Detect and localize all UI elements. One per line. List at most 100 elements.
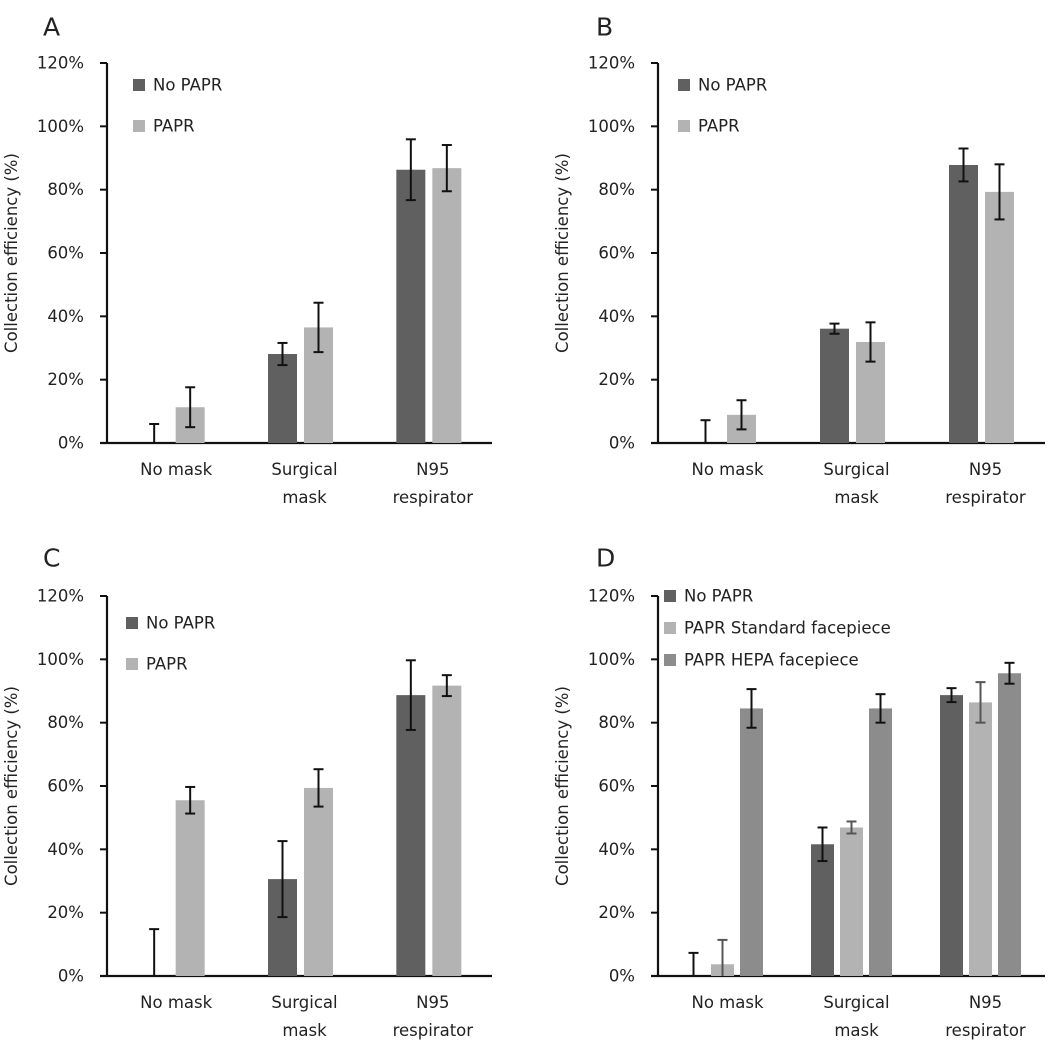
legend-label: PAPR HEPA facepiece [684, 651, 859, 670]
panel-letter: B [596, 13, 613, 42]
bar-no-papr-1 [820, 328, 849, 443]
x-category-label-line: N95 [416, 993, 449, 1012]
y-tick-label: 100% [588, 117, 635, 136]
bar-papr-hepa-facepiece-1 [869, 708, 892, 976]
bar-papr-hepa-facepiece-2 [998, 673, 1021, 976]
error-bar [441, 674, 452, 698]
x-category-label-line: respirator [945, 488, 1026, 507]
legend-label: PAPR Standard facepiece [684, 619, 891, 638]
bar-papr-standard-facepiece-1 [840, 827, 863, 976]
legend-swatch [133, 79, 145, 91]
x-category-label-line: Surgical [271, 460, 337, 479]
error-bar [946, 687, 957, 704]
y-axis-title: Collection efficiency (%) [2, 686, 21, 886]
y-tick-label: 0% [609, 434, 635, 453]
x-category-label-line: mask [834, 1021, 879, 1040]
legend-swatch [678, 120, 690, 132]
error-bar [958, 147, 969, 183]
y-axis-title: Collection efficiency (%) [553, 686, 572, 886]
x-category-label: No mask [691, 993, 763, 1012]
error-bar [846, 820, 857, 835]
error-bar [717, 938, 728, 976]
y-tick-label: 120% [588, 54, 635, 73]
legend-label: No PAPR [684, 587, 753, 606]
y-tick-label: 20% [47, 370, 84, 389]
x-category-label-line: Surgical [823, 460, 889, 479]
error-bar [405, 659, 416, 731]
y-tick-label: 120% [37, 587, 84, 606]
x-category-label: No mask [691, 460, 763, 479]
y-tick-label: 20% [598, 903, 635, 922]
legend-label: PAPR [153, 117, 195, 136]
y-tick-label: 80% [598, 180, 635, 199]
panel-a: A Collection efficiency (%) 0% 20% 40% 60% 80%… [2, 13, 492, 507]
legend-label: No PAPR [146, 614, 215, 633]
error-bar [149, 928, 160, 976]
legend-swatch [664, 590, 676, 602]
x-category-label-line: N95 [969, 460, 1002, 479]
error-bar [829, 322, 840, 335]
legend-swatch [678, 79, 690, 91]
x-category-label-line: No mask [691, 460, 763, 479]
x-category-label: Surgical mask [823, 993, 889, 1040]
x-category-label: No mask [140, 460, 212, 479]
x-category-label-line: N95 [969, 993, 1002, 1012]
x-category-label-line: respirator [393, 488, 474, 507]
legend-swatch [664, 654, 676, 666]
error-bar [1004, 661, 1015, 685]
panel-d: D Collection efficiency (%) 0% 20% 40% 60% 80%… [553, 544, 1045, 1040]
y-tick-label: 40% [47, 307, 84, 326]
bar-no-papr-2 [940, 695, 963, 976]
y-tick-label: 20% [598, 370, 635, 389]
x-category-label: N95 respirator [945, 993, 1026, 1040]
y-tick-label: 0% [58, 967, 84, 986]
y-tick-label: 40% [598, 840, 635, 859]
x-category-label-line: No mask [140, 993, 212, 1012]
bar-papr-hepa-facepiece-0 [740, 708, 763, 976]
error-bar [875, 693, 886, 724]
x-category-label: No mask [140, 993, 212, 1012]
bar-no-papr-1 [268, 354, 297, 443]
y-tick-label: 60% [598, 777, 635, 796]
y-tick-label: 80% [598, 713, 635, 732]
bar-no-papr-2 [396, 695, 426, 976]
error-bar [736, 399, 747, 431]
panel-letter: D [596, 544, 615, 573]
x-category-label: Surgical mask [823, 460, 889, 507]
legend-swatch [664, 622, 676, 634]
legend-swatch [126, 617, 138, 629]
x-category-label-line: Surgical [823, 993, 889, 1012]
error-bar [277, 840, 288, 919]
y-tick-label: 40% [598, 307, 635, 326]
y-tick-label: 60% [47, 244, 84, 263]
error-bar [994, 163, 1005, 221]
error-bar [313, 301, 324, 354]
error-bar [975, 681, 986, 724]
error-bar [700, 419, 711, 443]
error-bar [185, 386, 196, 429]
error-bar [405, 138, 416, 202]
error-bar [149, 423, 160, 443]
panel-letter: C [43, 544, 60, 573]
y-tick-label: 100% [37, 650, 84, 669]
x-category-label-line: respirator [393, 1021, 474, 1040]
y-tick-label: 100% [588, 650, 635, 669]
bar-papr-0 [175, 800, 205, 976]
legend-label: PAPR [698, 117, 740, 136]
error-bar [817, 826, 828, 863]
y-tick-label: 60% [47, 777, 84, 796]
error-bar [441, 144, 452, 193]
x-category-label-line: mask [282, 1021, 327, 1040]
y-tick-label: 100% [37, 117, 84, 136]
error-bar [746, 688, 757, 729]
y-tick-label: 0% [58, 434, 84, 453]
y-tick-label: 80% [47, 713, 84, 732]
x-category-label-line: respirator [945, 1021, 1026, 1040]
panel-c: C Collection efficiency (%) 0% 20% 40% 60% 80%… [2, 544, 492, 1040]
panel-letter: A [43, 13, 60, 42]
error-bar [313, 768, 324, 808]
bar-papr-standard-facepiece-2 [969, 702, 992, 976]
y-tick-label: 120% [588, 587, 635, 606]
y-tick-label: 40% [47, 840, 84, 859]
x-category-label: N95 respirator [393, 460, 474, 507]
